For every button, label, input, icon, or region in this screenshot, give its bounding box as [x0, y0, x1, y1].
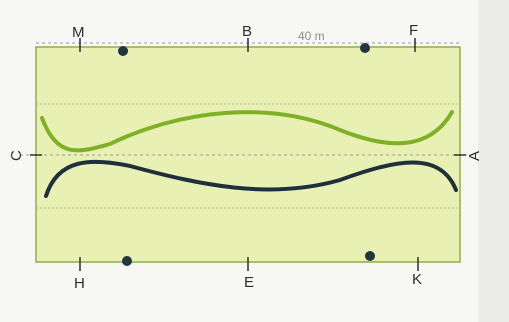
marker-h: H: [74, 275, 85, 292]
marker-k: K: [412, 271, 422, 288]
lower-serpentine-track: [44, 159, 458, 198]
marker-c: C: [8, 150, 25, 161]
point-bottom-right: [365, 251, 375, 261]
point-bottom-left: [122, 256, 132, 266]
point-top-left: [118, 46, 128, 56]
marker-e: E: [244, 274, 254, 291]
marker-f: F: [409, 22, 418, 39]
paper-edge: [478, 0, 509, 322]
point-top-right: [360, 43, 370, 53]
width-label: 40 m: [298, 29, 325, 43]
marker-m: M: [72, 24, 85, 41]
marker-a: A: [466, 151, 483, 161]
upper-serpentine-track: [40, 110, 454, 153]
marker-b: B: [242, 23, 252, 40]
